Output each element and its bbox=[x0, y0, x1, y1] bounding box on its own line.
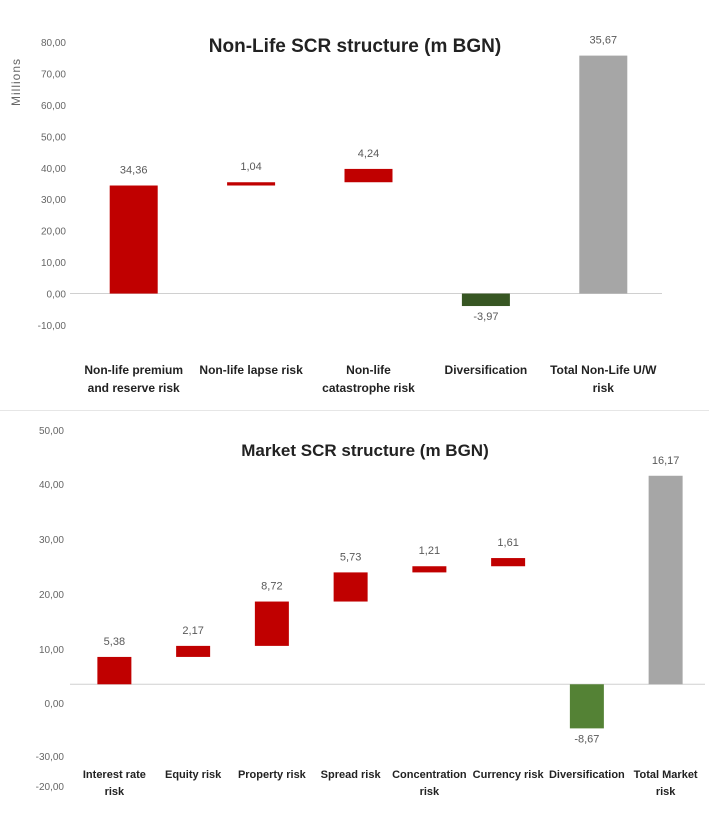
category-label: Diversification bbox=[549, 769, 625, 781]
y-tick-label: 50,00 bbox=[41, 132, 66, 143]
y-tick-label: 40,00 bbox=[39, 480, 64, 491]
total-bar bbox=[648, 475, 683, 685]
chart-title: Non-Life SCR structure (m BGN) bbox=[209, 36, 501, 57]
category-label: Total Market risk bbox=[634, 769, 698, 798]
non-life-scr-chart-svg: Non-Life SCR structure (m BGN) Millions -1… bbox=[9, 35, 662, 395]
y-tick-label: 30,00 bbox=[39, 535, 64, 546]
decrease-bar bbox=[461, 293, 510, 307]
market-scr-chart: Market SCR structure (m BGN) -20,00 -30,00… bbox=[0, 412, 709, 821]
y-tick-label: 80,00 bbox=[41, 38, 66, 49]
y-tick-label: 10,00 bbox=[41, 258, 66, 269]
y-tick-label: 40,00 bbox=[41, 164, 66, 175]
category-label: Spread risk bbox=[321, 769, 382, 781]
y-tick-label: 30,00 bbox=[41, 195, 66, 206]
y-tick-label: 50,00 bbox=[39, 426, 64, 437]
category-label: Non-life premium and reserve risk bbox=[84, 363, 183, 395]
category-label: Non-life catastrophe risk bbox=[322, 363, 415, 395]
data-label: 35,67 bbox=[590, 35, 618, 47]
increase-bar bbox=[344, 168, 393, 183]
category-label: Currency risk bbox=[473, 769, 545, 781]
y-tick-label: 10,00 bbox=[39, 645, 64, 656]
non-life-scr-chart: Non-Life SCR structure (m BGN) Millions -1… bbox=[0, 0, 709, 411]
increase-bar bbox=[254, 601, 289, 646]
data-label: 16,17 bbox=[652, 455, 680, 467]
y-tick-label: 20,00 bbox=[39, 590, 64, 601]
increase-bar bbox=[176, 645, 211, 657]
data-label: 5,38 bbox=[104, 636, 125, 648]
category-label: Total Non-Life U/W risk bbox=[550, 363, 657, 395]
data-label: 8,72 bbox=[261, 581, 282, 593]
y-tick-label: -20,00 bbox=[36, 782, 65, 793]
y-tick-label: 0,00 bbox=[45, 699, 65, 710]
category-label: Non-life lapse risk bbox=[199, 363, 303, 377]
category-label: Equity risk bbox=[165, 769, 222, 781]
category-label: Property risk bbox=[238, 769, 307, 781]
increase-bar bbox=[333, 572, 368, 602]
chart-title: Market SCR structure (m BGN) bbox=[241, 441, 489, 460]
increase-bar bbox=[97, 656, 132, 685]
market-scr-chart-svg: Market SCR structure (m BGN) -20,00 -30,00… bbox=[36, 426, 705, 798]
increase-bar bbox=[109, 185, 158, 294]
y-tick-label: -30,00 bbox=[36, 752, 65, 763]
increase-bar bbox=[412, 566, 447, 573]
data-label: -8,67 bbox=[574, 733, 599, 745]
data-label: 1,04 bbox=[240, 161, 261, 173]
category-label: Interest rate risk bbox=[83, 769, 146, 798]
y-axis-label: Millions bbox=[9, 58, 23, 106]
increase-bar bbox=[491, 558, 526, 567]
increase-bar bbox=[227, 182, 276, 186]
data-label: 2,17 bbox=[182, 625, 203, 637]
data-label: 34,36 bbox=[120, 165, 148, 177]
decrease-bar bbox=[569, 684, 604, 729]
data-label: 1,21 bbox=[419, 545, 440, 557]
y-tick-label: 0,00 bbox=[47, 290, 67, 301]
y-tick-label: 20,00 bbox=[41, 227, 66, 238]
y-tick-label: -10,00 bbox=[38, 321, 67, 332]
category-label: Concentration risk bbox=[392, 769, 467, 798]
data-label: 1,61 bbox=[497, 537, 518, 549]
y-tick-label: 60,00 bbox=[41, 101, 66, 112]
data-label: 5,73 bbox=[340, 551, 361, 563]
total-bar bbox=[579, 55, 628, 294]
category-label: Diversification bbox=[445, 363, 528, 377]
data-label: 4,24 bbox=[358, 148, 379, 160]
data-label: -3,97 bbox=[473, 311, 498, 323]
y-tick-label: 70,00 bbox=[41, 69, 66, 80]
